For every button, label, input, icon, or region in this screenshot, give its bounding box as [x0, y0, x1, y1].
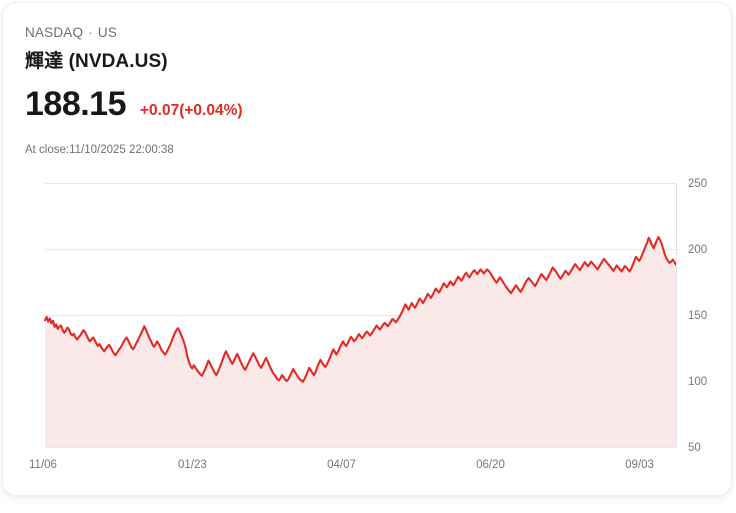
region-label: US: [97, 25, 118, 40]
price-chart-svg[interactable]: 50 100 150 200 250 11/06 01/23 04/07 06/20 09/03: [3, 163, 732, 496]
page-title: 輝達 (NVDA.US): [25, 51, 168, 72]
y-tick-label: 150: [688, 310, 707, 322]
separator-dot: ·: [88, 25, 93, 40]
exchange-region-row: NASDAQ · US: [25, 25, 117, 40]
market-close-timestamp: At close:11/10/2025 22:00:38: [25, 144, 174, 156]
stock-quote-card: NASDAQ · US 輝達 (NVDA.US) 188.15 +0.07(+0.0…: [2, 2, 732, 496]
chart-x-axis-labels: 11/06 01/23 04/07 06/20 09/03: [29, 459, 654, 471]
x-tick-label: 01/23: [178, 459, 207, 471]
price-chart[interactable]: 50 100 150 200 250 11/06 01/23 04/07 06/20 09/03: [3, 163, 732, 496]
y-tick-label: 250: [688, 178, 707, 190]
y-tick-label: 100: [688, 376, 707, 388]
y-tick-label: 50: [688, 442, 701, 454]
x-tick-label: 04/07: [327, 459, 356, 471]
current-price: 188.15: [25, 85, 127, 123]
chart-line: [43, 236, 678, 383]
x-tick-label: 09/03: [625, 459, 654, 471]
x-tick-label: 06/20: [476, 459, 505, 471]
chart-y-axis-labels: 50 100 150 200 250: [688, 178, 707, 454]
y-tick-label: 200: [688, 244, 707, 256]
price-row: 188.15 +0.07(+0.04%): [25, 87, 243, 121]
x-tick-label: 11/06: [29, 459, 57, 471]
price-change: +0.07(+0.04%): [140, 102, 243, 119]
exchange-name: NASDAQ: [25, 25, 84, 40]
